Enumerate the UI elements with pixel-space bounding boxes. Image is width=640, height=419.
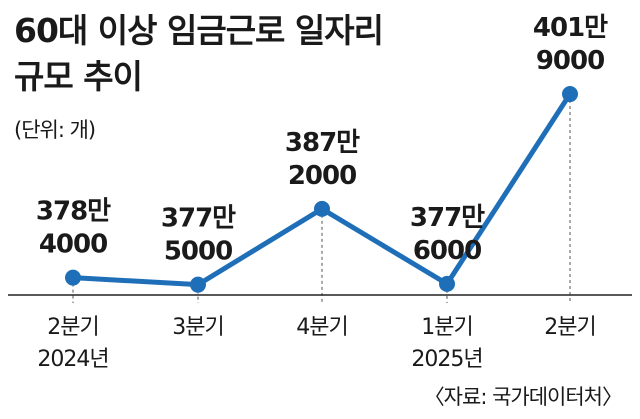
data-label: 377만 bbox=[410, 203, 485, 233]
x-tick-label: 2025년 bbox=[411, 347, 482, 372]
chart-title: 60대 이상 임금근로 일자리 규모 추이 bbox=[14, 8, 434, 100]
unit-label: (단위: 개) bbox=[14, 118, 96, 142]
data-label: 9000 bbox=[536, 46, 604, 76]
x-tick-label: 1분기 bbox=[421, 315, 472, 340]
x-tick-label: 3분기 bbox=[172, 315, 223, 340]
data-label: 378만 bbox=[36, 197, 111, 227]
data-label: 6000 bbox=[413, 236, 481, 266]
chart-title-line-2: 규모 추이 bbox=[14, 57, 143, 96]
data-label: 5000 bbox=[164, 237, 232, 267]
data-label: 2000 bbox=[288, 161, 356, 191]
chart-title-line-1: 60대 이상 임금근로 일자리 bbox=[14, 11, 384, 50]
data-point bbox=[65, 269, 81, 286]
data-label: 387만 bbox=[285, 128, 360, 158]
data-point bbox=[562, 86, 578, 103]
x-tick-label: 2분기 bbox=[47, 315, 98, 340]
data-point bbox=[314, 200, 330, 217]
source-note: 〈자료: 국가데이터처〉 bbox=[423, 385, 623, 409]
x-tick-label: 2024년 bbox=[37, 347, 108, 372]
data-point bbox=[439, 275, 455, 292]
data-label: 377만 bbox=[161, 204, 236, 234]
x-tick-label: 4분기 bbox=[296, 315, 347, 340]
data-label: 4000 bbox=[39, 230, 107, 260]
data-label: 401만 bbox=[533, 13, 608, 43]
x-tick-label: 2분기 bbox=[544, 315, 595, 340]
data-point bbox=[190, 276, 206, 293]
